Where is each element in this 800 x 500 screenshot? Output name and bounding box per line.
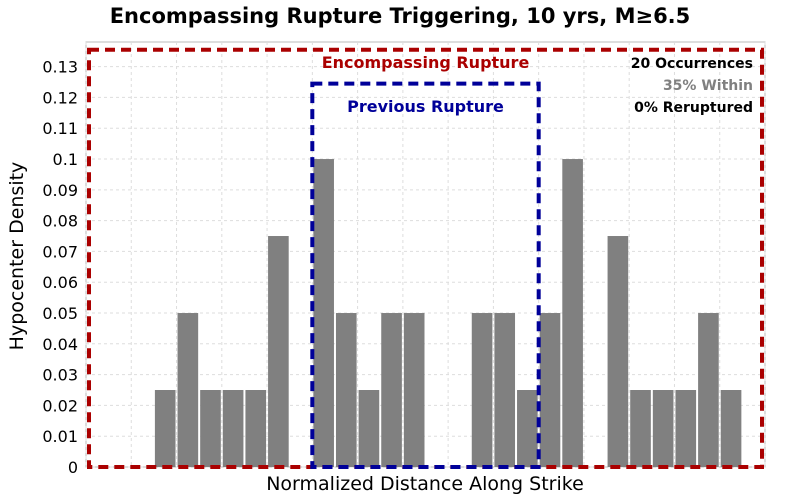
y-tick-label-9: 0.09 bbox=[42, 181, 78, 200]
y-axis-label: Hypocenter Density bbox=[6, 162, 28, 351]
bar-27 bbox=[698, 313, 719, 467]
stats-annotation: 20 Occurrences 35% Within 0% Reruptured bbox=[631, 56, 753, 116]
previous-rupture-label: Previous Rupture bbox=[347, 97, 504, 116]
y-tick-label-2: 0.02 bbox=[42, 396, 78, 415]
bar-7 bbox=[245, 390, 267, 467]
bar-14 bbox=[403, 313, 425, 467]
bar-21 bbox=[562, 159, 583, 467]
x-axis-label: Normalized Distance Along Strike bbox=[266, 473, 584, 495]
bars bbox=[154, 159, 742, 467]
stats-line-1: 35% Within bbox=[663, 78, 753, 94]
bar-17 bbox=[471, 313, 493, 467]
bar-28 bbox=[720, 390, 742, 467]
chart-title: Encompassing Rupture Triggering, 10 yrs,… bbox=[110, 4, 691, 28]
stats-line-2: 0% Reruptured bbox=[634, 100, 753, 116]
bar-24 bbox=[630, 390, 651, 467]
bar-5 bbox=[200, 390, 221, 467]
bar-3 bbox=[154, 390, 176, 467]
y-tick-label-11: 0.11 bbox=[42, 119, 78, 138]
rupture-boxes bbox=[87, 47, 764, 470]
encompassing-rupture-label: Encompassing Rupture bbox=[322, 53, 530, 72]
y-tick-label-13: 0.13 bbox=[42, 58, 78, 77]
bar-8 bbox=[268, 236, 289, 467]
bar-11 bbox=[335, 313, 357, 467]
y-tick-label-3: 0.03 bbox=[42, 366, 78, 385]
y-tick-label-8: 0.08 bbox=[42, 212, 78, 231]
bar-26 bbox=[675, 390, 697, 467]
bar-10 bbox=[313, 159, 334, 467]
y-tick-label-12: 0.12 bbox=[42, 88, 78, 107]
plot-frame bbox=[85, 41, 766, 468]
y-tick-label-5: 0.05 bbox=[42, 304, 78, 323]
y-tick-label-4: 0.04 bbox=[42, 335, 78, 354]
plot-area bbox=[85, 41, 766, 468]
bar-25 bbox=[652, 390, 674, 467]
previous-rupture-box bbox=[310, 81, 541, 470]
bar-18 bbox=[494, 313, 516, 467]
y-tick-label-1: 0.01 bbox=[42, 427, 78, 446]
bar-4 bbox=[177, 313, 199, 467]
y-axis-ticks: 0 0.01 0.02 0.03 0.04 0.05 0.06 0.07 0.08 0.09 0.1… bbox=[42, 58, 78, 477]
y-tick-label-7: 0.07 bbox=[42, 242, 78, 261]
bar-6 bbox=[222, 390, 244, 467]
y-tick-label-6: 0.06 bbox=[42, 273, 78, 292]
bar-12 bbox=[358, 390, 380, 467]
stats-line-0: 20 Occurrences bbox=[631, 56, 753, 72]
bar-23 bbox=[607, 236, 629, 467]
y-tick-label-0: 0 bbox=[68, 458, 78, 477]
bar-13 bbox=[381, 313, 402, 467]
bar-20 bbox=[539, 313, 561, 467]
bar-19 bbox=[517, 390, 538, 467]
y-tick-label-10: 0.1 bbox=[53, 150, 78, 169]
